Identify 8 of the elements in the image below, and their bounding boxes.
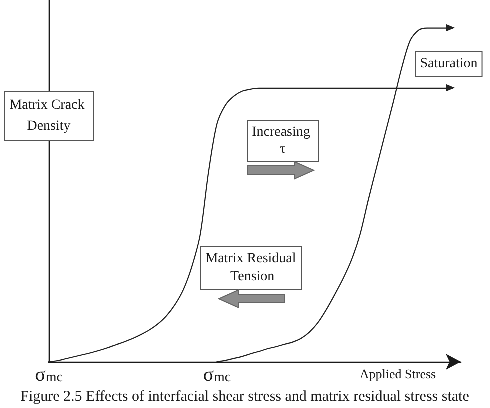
caption: Figure 2.5 Effects of interfacial shear stress and matrix residual stress state [20, 389, 470, 405]
annotation: Matrix Residual Tension [206, 252, 296, 284]
x-tick-label: σmc [203, 364, 232, 386]
x-tick-label: σmc [35, 364, 63, 386]
y-axis-title: Matrix Crack Density [10, 98, 88, 134]
annotation: Increasing τ [252, 125, 314, 157]
x-axis-title: Applied Stress [360, 366, 436, 382]
annotation: Saturation [420, 56, 478, 72]
